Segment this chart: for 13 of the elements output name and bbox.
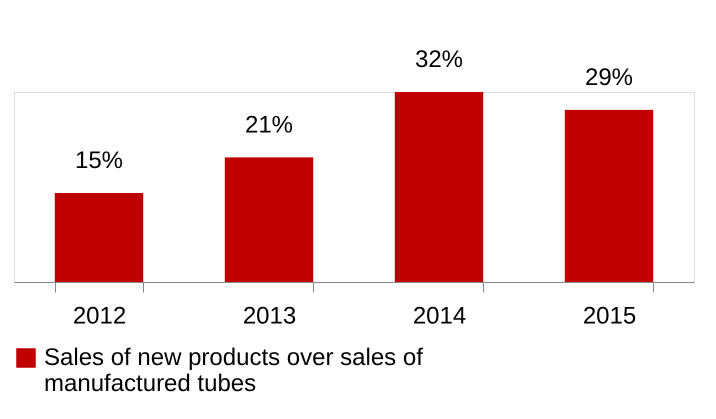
x-tick-label: 2015 [582, 302, 636, 330]
bar [54, 192, 144, 282]
data-label: 15% [74, 146, 124, 174]
x-tick-label: 2014 [412, 302, 466, 330]
bar [564, 110, 654, 282]
data-label: 21% [244, 111, 294, 138]
x-tick-label: 2013 [242, 302, 296, 330]
data-label: 32% [414, 46, 464, 73]
legend-label: Sales of new products over sales of manufactured tubes [44, 344, 424, 397]
data-label: 29% [584, 64, 634, 91]
bar [394, 92, 484, 282]
x-tick-label: 2012 [72, 302, 126, 330]
bar [224, 157, 314, 282]
